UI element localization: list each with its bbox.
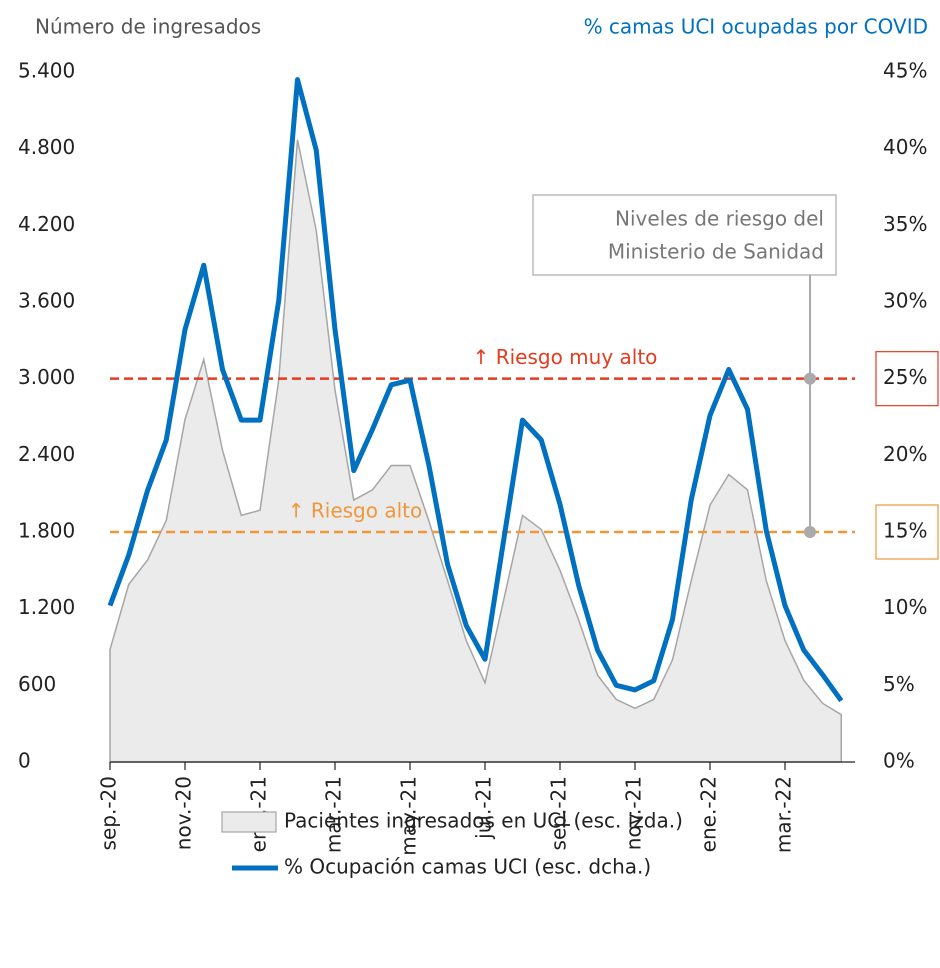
annotation-dot xyxy=(804,526,816,538)
y-tick-label: 4.200 xyxy=(18,212,75,236)
y-tick-label: 1.800 xyxy=(18,519,75,543)
x-tick-label: mar.-21 xyxy=(322,776,346,853)
y2-tick-label: 15% xyxy=(883,519,927,543)
y-tick-label: 5.400 xyxy=(18,59,75,83)
y2-tick-label: 25% xyxy=(883,365,927,389)
x-tick-label: jul.-21 xyxy=(472,776,496,840)
x-tick-label: nov.-21 xyxy=(622,776,646,850)
annotation-text: Ministerio de Sanidad xyxy=(608,240,824,264)
x-tick-label: nov.-20 xyxy=(172,776,196,850)
x-tick-label: sep.-21 xyxy=(547,776,571,850)
legend-label: Pacientes ingresados en UCI (esc. izda.) xyxy=(284,809,683,833)
y2-tick-label: 20% xyxy=(883,442,927,466)
annotation-box xyxy=(532,194,837,276)
x-tick-label: may.-21 xyxy=(397,776,421,856)
y-tick-label: 0 xyxy=(18,749,31,773)
y-tick-label: 3.000 xyxy=(18,365,75,389)
y2-tick-box xyxy=(875,351,939,407)
y-tick-label: 3.600 xyxy=(18,289,75,313)
x-tick-label: ene.-22 xyxy=(697,776,721,852)
annotation-dot xyxy=(804,372,816,385)
line xyxy=(107,77,844,703)
legend-swatch xyxy=(221,811,277,833)
threshold-label: ↑ Riesgo muy alto xyxy=(473,345,658,369)
annotation-text: Niveles de riesgo del xyxy=(615,207,824,231)
y-tick-label: 1.200 xyxy=(18,595,75,619)
y-tick-label: 2.400 xyxy=(18,442,75,466)
y-axis-title: Número de ingresados xyxy=(35,15,261,39)
y2-tick-box xyxy=(875,504,939,560)
y-tick-label: 600 xyxy=(18,672,56,696)
y2-tick-label: 35% xyxy=(883,212,927,236)
y2-tick-label: 30% xyxy=(883,289,927,313)
threshold-label: ↑ Riesgo alto xyxy=(288,499,422,523)
y2-tick-label: 45% xyxy=(883,59,927,83)
y2-tick-label: 0% xyxy=(883,749,915,773)
x-tick-label: mar.-22 xyxy=(772,776,796,853)
y-tick-label: 4.800 xyxy=(18,135,75,159)
y2-tick-label: 5% xyxy=(883,672,915,696)
y2-axis-title: % camas UCI ocupadas por COVID xyxy=(584,15,928,39)
area xyxy=(109,139,842,763)
legend-label: % Ocupación camas UCI (esc. dcha.) xyxy=(284,855,651,879)
x-tick-label: sep.-20 xyxy=(97,776,121,850)
y2-tick-label: 10% xyxy=(883,595,927,619)
y2-tick-label: 40% xyxy=(883,135,927,159)
